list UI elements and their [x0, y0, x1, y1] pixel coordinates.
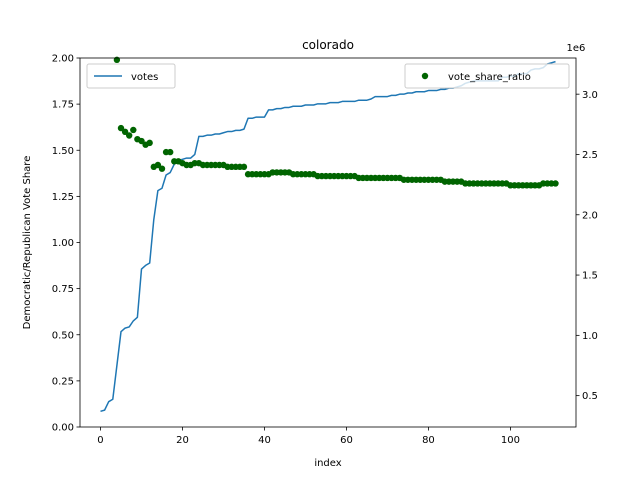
y2-tick-label: 2.5 [582, 150, 598, 161]
vote-share-ratio-point [552, 180, 559, 187]
x-tick-label: 80 [422, 435, 435, 446]
x-tick-label: 0 [97, 435, 103, 446]
vote-share-ratio-point [154, 161, 162, 169]
vote-share-ratio-point [125, 132, 133, 139]
y-tick-label: 0.00 [52, 423, 74, 434]
y2-tick-label: 3.0 [582, 90, 598, 101]
y-tick-label: 0.50 [52, 330, 74, 341]
plot-area [100, 56, 559, 413]
vote-share-ratio-point [138, 137, 145, 145]
legend-vote-share-ratio-frame [404, 63, 570, 89]
vote-share-ratio-point [121, 128, 129, 135]
legend-vote-share-ratio-marker-swatch [421, 72, 429, 80]
legend-votes-label: votes [131, 72, 158, 83]
x-tick-label: 100 [501, 435, 520, 446]
y2-tick-label: 1.5 [582, 271, 598, 282]
y-tick-label: 0.75 [52, 284, 74, 295]
y2-tick-label: 1.0 [582, 331, 598, 342]
y2-tick-label: 2.0 [582, 210, 598, 221]
y-tick-label: 2.00 [52, 54, 74, 65]
vote-share-ratio-point [158, 165, 166, 172]
vote-share-ratio-point [130, 126, 137, 134]
y-axis-label: Democratic/Republican Vote Share [22, 156, 33, 330]
y-tick-label: 1.00 [52, 238, 74, 249]
chart-title: colorado [302, 38, 354, 52]
vote-share-ratio-point [166, 148, 174, 156]
y-tick-label: 1.50 [52, 146, 74, 157]
vote-share-ratio-point [117, 124, 125, 132]
y2-offset-text: 1e6 [567, 43, 586, 54]
vote-share-ratio-point [240, 163, 248, 171]
vote-share-ratio-point [146, 139, 153, 147]
legend-vote-share-ratio: vote_share_ratio [404, 63, 570, 89]
y-tick-label: 1.75 [52, 100, 74, 111]
x-tick-label: 60 [340, 435, 353, 446]
legend-votes-frame [86, 63, 176, 89]
y-tick-label: 0.25 [52, 376, 74, 387]
y2-tick-label: 0.5 [582, 391, 598, 402]
axes-layer: 0 20 40 60 80 1000.000.250.500.751.001.251.50… [52, 54, 598, 446]
x-tick-label: 20 [176, 435, 189, 446]
y-tick-label: 1.25 [52, 192, 74, 203]
x-tick-label: 40 [258, 435, 271, 446]
legend-vote-share-ratio-label: vote_share_ratio [448, 72, 531, 83]
x-axis-label: index [314, 458, 341, 469]
legend-votes: votes [86, 63, 176, 89]
